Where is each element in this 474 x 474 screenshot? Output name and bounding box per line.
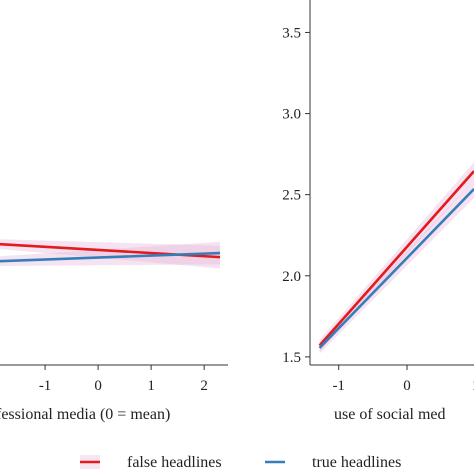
right-panel: 1.5 2.0 2.5 3.0 3.5 -1 0 1 use of social med: [282, 0, 474, 423]
left-panel: -1 0 1 2 fessional media (0 = mean): [0, 239, 228, 423]
left-x-tick-label: 2: [200, 378, 208, 394]
left-x-tick-label: -1: [39, 378, 52, 394]
right-x-tick-label: 1: [472, 378, 474, 394]
left-panel-x-ticks: -1 0 1 2: [39, 365, 208, 394]
right-y-tick-label: 2.0: [282, 269, 301, 285]
right-y-tick-label: 1.5: [282, 350, 301, 366]
right-line-false-headlines: [318, 170, 474, 347]
legend-label-false-headlines: false headlines: [127, 454, 222, 471]
right-x-tick-label: 0: [403, 378, 411, 394]
left-panel-x-axis-title: fessional media (0 = mean): [0, 406, 170, 423]
right-panel-y-ticks: 1.5 2.0 2.5 3.0 3.5: [282, 25, 310, 366]
left-panel-series: [0, 242, 221, 263]
right-y-tick-label: 3.5: [282, 25, 301, 41]
right-panel-x-axis-title: use of social med: [334, 406, 446, 423]
left-line-true-headlines: [0, 251, 221, 263]
right-x-tick-label: -1: [332, 378, 345, 394]
right-y-tick-label: 2.5: [282, 188, 301, 204]
legend: false headlines true headlines: [80, 454, 401, 471]
left-x-tick-label: 1: [147, 378, 155, 394]
right-line-true-headlines: [318, 188, 474, 349]
right-y-tick-label: 3.0: [282, 107, 301, 123]
legend-label-true-headlines: true headlines: [312, 454, 401, 471]
left-x-tick-label: 0: [94, 378, 102, 394]
right-panel-series: [318, 170, 474, 349]
right-panel-x-ticks: -1 0 1: [332, 365, 474, 394]
